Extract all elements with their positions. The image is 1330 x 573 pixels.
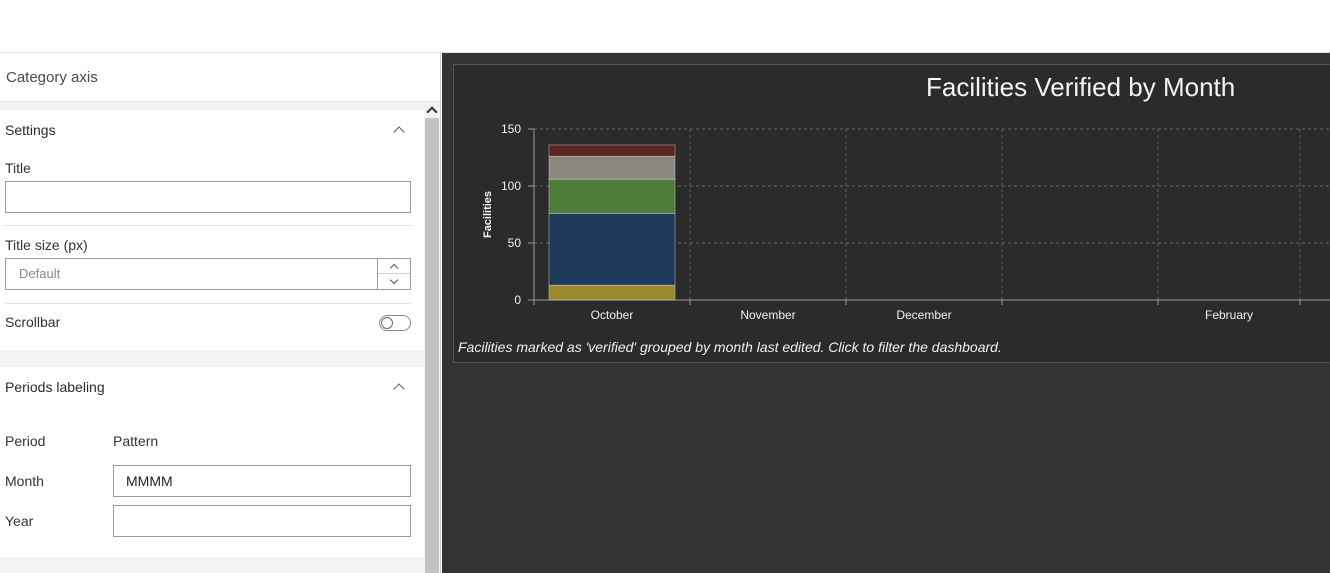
- x-tick-label: December: [896, 308, 951, 322]
- title-label: Title: [5, 160, 31, 176]
- title-size-stepper[interactable]: Default: [5, 258, 411, 290]
- scrollbar-label: Scrollbar: [5, 314, 61, 330]
- stepper-buttons: [377, 259, 410, 289]
- x-tick-label: October: [591, 308, 634, 322]
- bar-segment[interactable]: [548, 178, 676, 214]
- bar-segment[interactable]: [548, 284, 676, 301]
- bar-segment[interactable]: [548, 155, 676, 180]
- collapse-settings-chevron-up-icon[interactable]: [393, 126, 405, 138]
- year-pattern-input[interactable]: [113, 505, 411, 537]
- scroll-up-chevron-icon[interactable]: [424, 102, 440, 118]
- y-tick-label: 100: [501, 179, 521, 193]
- y-axis-title: Facilities: [482, 191, 494, 238]
- chart-card: Facilities Verified by Month 0 50 100 150 Fa…: [453, 64, 1330, 363]
- config-panel: Category axis Settings Title Title size …: [0, 53, 441, 573]
- periods-section: Periods labeling Period Pattern Month MM…: [0, 367, 424, 557]
- month-pattern-input[interactable]: MMMM: [113, 465, 411, 497]
- bar-segment[interactable]: [548, 212, 676, 286]
- title-size-label: Title size (px): [5, 237, 88, 253]
- scrollbar-thumb[interactable]: [425, 118, 439, 573]
- settings-section: Settings Title Title size (px) Default S…: [0, 110, 424, 350]
- toggle-knob: [381, 317, 393, 329]
- x-tick-label: February: [1205, 308, 1253, 322]
- y-tick-label: 50: [508, 236, 522, 250]
- y-tick-label: 150: [501, 122, 521, 136]
- chart-caption: Facilities marked as 'verified' grouped …: [458, 339, 1002, 355]
- divider: [5, 225, 411, 226]
- top-bar: [0, 0, 1330, 53]
- period-month-label: Month: [5, 473, 44, 489]
- panel-header: Category axis: [0, 53, 440, 102]
- panel-title: Category axis: [6, 69, 98, 86]
- panel-body: Settings Title Title size (px) Default S…: [0, 102, 424, 573]
- title-size-placeholder: Default: [19, 266, 61, 281]
- x-tick-label: November: [740, 308, 795, 322]
- bar-segment[interactable]: [548, 144, 676, 157]
- scrollbar-toggle[interactable]: [379, 315, 411, 331]
- increment-chevron-up-icon[interactable]: [378, 259, 410, 274]
- chart-title: Facilities Verified by Month: [926, 72, 1236, 102]
- y-tick-label: 0: [514, 293, 521, 307]
- title-input[interactable]: [5, 181, 411, 213]
- settings-heading[interactable]: Settings: [5, 122, 56, 138]
- period-year-label: Year: [5, 513, 34, 529]
- dashboard-canvas: Facilities Verified by Month 0 50 100 150 Fa…: [442, 53, 1330, 573]
- divider: [5, 303, 411, 304]
- periods-heading[interactable]: Periods labeling: [5, 379, 105, 395]
- decrement-chevron-down-icon[interactable]: [378, 274, 410, 289]
- collapse-periods-chevron-up-icon[interactable]: [393, 383, 405, 395]
- pattern-column-header: Pattern: [113, 433, 159, 449]
- bar-chart: 0 50 100 150 Facilities October November Decemb…: [482, 122, 1330, 322]
- panel-scrollbar[interactable]: [424, 102, 440, 573]
- period-column-header: Period: [5, 433, 46, 449]
